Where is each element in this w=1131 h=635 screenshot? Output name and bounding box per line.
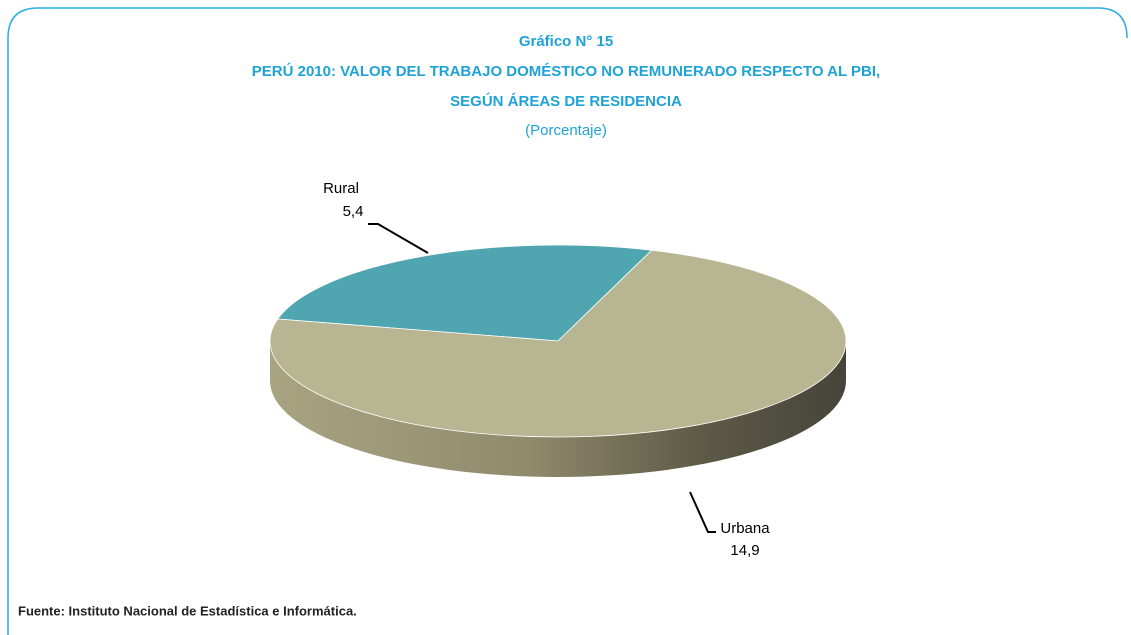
chart-subtitle: (Porcentaje) — [525, 122, 607, 139]
source: Fuente: Instituto Nacional de Estadístic… — [18, 603, 357, 618]
chart-title: SEGÚN ÁREAS DE RESIDENCIA — [450, 92, 682, 110]
value-label: 14,9 — [730, 542, 759, 559]
leader-line — [368, 223, 429, 254]
leader-line — [689, 491, 716, 533]
chart-title: PERÚ 2010: VALOR DEL TRABAJO DOMÉSTICO N… — [252, 62, 880, 80]
pie-slice — [269, 249, 847, 438]
value-label: 5,4 — [343, 203, 364, 220]
slice-label: Urbana — [720, 520, 770, 537]
slice-label: Rural — [323, 180, 359, 197]
chart-title: Gráfico N° 15 — [519, 33, 613, 50]
pie — [269, 244, 847, 477]
pie-slice — [276, 244, 653, 342]
pie-side — [270, 341, 846, 477]
frame — [7, 7, 1128, 635]
